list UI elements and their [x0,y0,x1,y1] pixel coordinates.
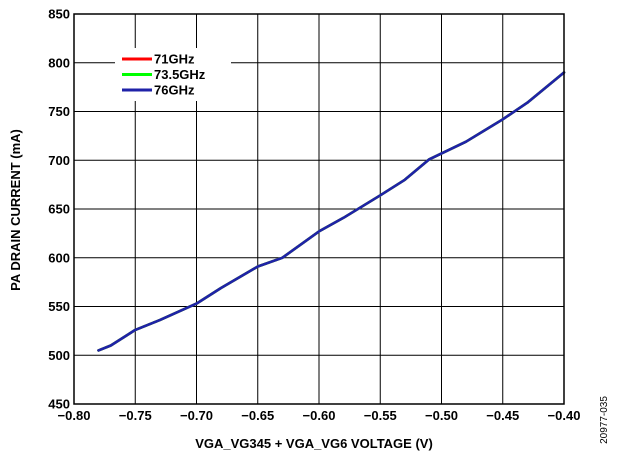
x-tick-label: −0.50 [425,408,458,423]
x-tick-label: −0.55 [364,408,397,423]
figure-id: 20977-035 [599,396,610,444]
x-tick-label: −0.75 [119,408,152,423]
legend-label: 73.5GHz [154,67,206,82]
x-tick-label: −0.70 [180,408,213,423]
series-line-76ghz [97,71,566,352]
legend-label: 76GHz [154,83,195,98]
y-tick-label: 450 [48,397,70,412]
y-axis-title: PA DRAIN CURRENT (mA) [8,129,23,291]
plot-area-frame [73,13,565,405]
y-tick-label: 850 [48,7,70,22]
y-tick-label: 650 [48,202,70,217]
x-tick-label: −0.45 [486,408,519,423]
series-lines [97,71,566,352]
y-tick-label: 800 [48,55,70,70]
x-tick-label: −0.60 [303,408,336,423]
y-tick-label: 550 [48,299,70,314]
x-axis-ticks: −0.80 −0.75 −0.70 −0.65 −0.60 −0.55 −0.50 −0.45… [58,408,581,423]
y-tick-label: 700 [48,153,70,168]
series-line-71ghz [97,71,566,352]
x-tick-label: −0.80 [58,408,91,423]
x-tick-label: −0.40 [548,408,581,423]
x-axis-title: VGA_VG345 + VGA_VG6 VOLTAGE (V) [195,436,433,451]
y-tick-label: 600 [48,250,70,265]
series-line-73-5ghz [97,71,566,352]
x-tick-label: −0.65 [241,408,274,423]
y-tick-label: 750 [48,104,70,119]
y-axis-ticks: 450 500 550 600 650 700 750 800 850 [48,7,70,412]
legend-label: 71GHz [154,52,195,67]
y-tick-label: 500 [48,348,70,363]
